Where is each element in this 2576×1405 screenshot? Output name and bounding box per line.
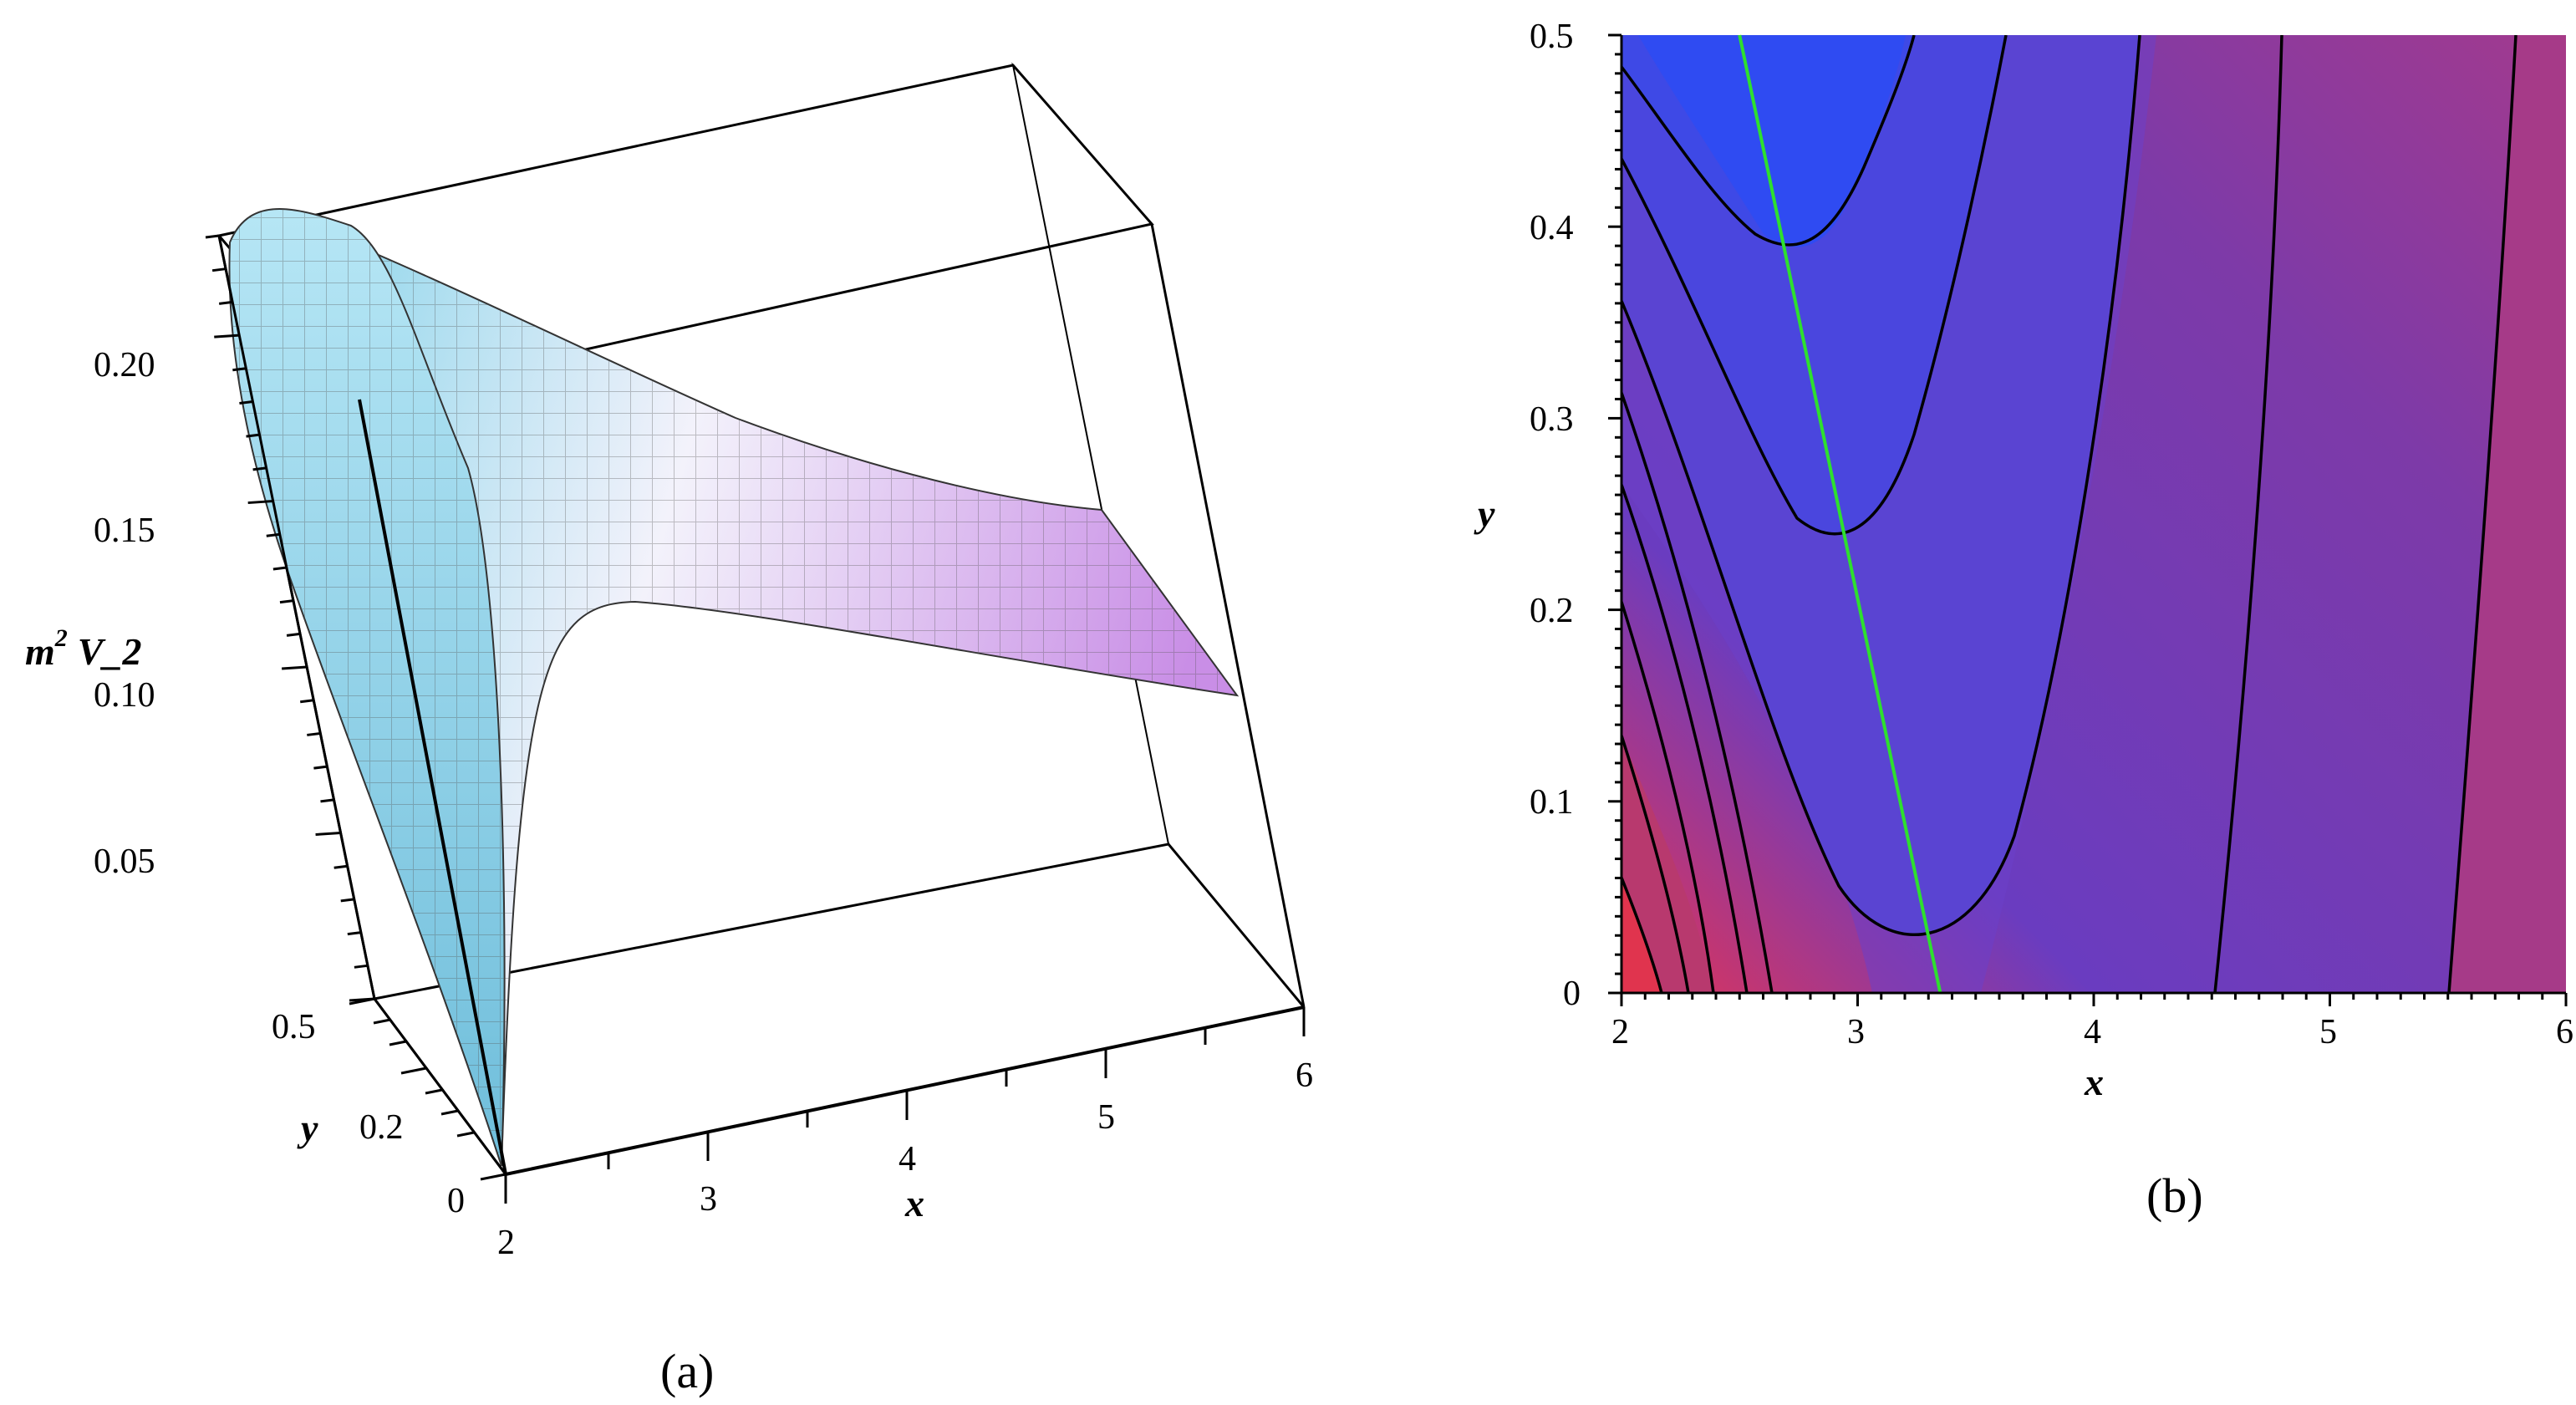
contour-line bbox=[1621, 35, 1916, 247]
z-tick bbox=[282, 665, 308, 670]
x-tick-label: 3 bbox=[700, 1180, 717, 1219]
contour-y-tick-label: 0 bbox=[1563, 975, 1581, 1013]
contour-line bbox=[2447, 35, 2517, 993]
z-tick bbox=[313, 765, 328, 770]
valley-line bbox=[1738, 34, 1942, 994]
z-tick bbox=[247, 500, 273, 505]
caption-a: (a) bbox=[660, 1344, 714, 1398]
z-axis-label: m2 V_2 bbox=[25, 624, 141, 673]
contour-x-axis-label: x bbox=[2084, 1061, 2104, 1103]
contour-line bbox=[1621, 601, 1715, 993]
x-tick-label: 2 bbox=[497, 1224, 515, 1262]
surface-panel: 0.05 0.10 0.15 0.20 m2 V_2 0 0.2 0 bbox=[25, 62, 1313, 1398]
contour-x-tick-label: 2 bbox=[1611, 1013, 1629, 1051]
x-tick-label: 4 bbox=[899, 1140, 916, 1178]
z-tick bbox=[246, 433, 260, 438]
x-axis-3d: 2 3 4 5 6 x bbox=[497, 1005, 1313, 1262]
y-axis-3d: 0 0.2 0.5 y bbox=[272, 997, 507, 1220]
z-tick-label: 0.15 bbox=[94, 512, 155, 550]
contour-x-tick-label: 6 bbox=[2556, 1013, 2573, 1051]
z-tick bbox=[279, 599, 294, 604]
x-tick-label: 6 bbox=[1296, 1056, 1313, 1095]
z-tick-label: 0.20 bbox=[94, 346, 155, 384]
z-tick bbox=[354, 964, 369, 969]
z-tick bbox=[347, 931, 362, 936]
z-tick bbox=[266, 532, 280, 537]
z-tick bbox=[340, 898, 354, 903]
contour-y-tick-label: 0.5 bbox=[1530, 18, 1574, 56]
z-tick bbox=[239, 400, 253, 405]
z-tick bbox=[315, 832, 341, 837]
contour-panel: 0 0.1 0.2 0.3 0.4 0.5 2 3 4 5 6 x y (b) bbox=[1474, 18, 2573, 1223]
z-tick-label: 0.05 bbox=[94, 842, 155, 881]
contour-line bbox=[1621, 35, 2008, 536]
contour-regions bbox=[1621, 35, 2566, 993]
z-tick bbox=[214, 333, 240, 339]
contour-region bbox=[1621, 736, 1713, 993]
contour-y-tick-label: 0.3 bbox=[1530, 400, 1574, 439]
contour-region bbox=[2449, 35, 2566, 993]
contour-x-tick-label: 3 bbox=[1847, 1013, 1865, 1051]
contour-line bbox=[1621, 392, 1774, 993]
surface-mesh bbox=[228, 208, 1240, 1167]
contour-y-tick-label: 0.2 bbox=[1530, 592, 1574, 630]
x-axis-label: x bbox=[904, 1182, 924, 1224]
contour-line bbox=[2213, 35, 2283, 993]
contour-y-axis-label: y bbox=[1474, 492, 1495, 535]
z-tick bbox=[252, 466, 267, 471]
contour-line bbox=[1621, 877, 1663, 993]
z-tick bbox=[320, 798, 334, 803]
contour-x-tick-label: 4 bbox=[2084, 1013, 2101, 1051]
z-tick bbox=[205, 234, 220, 239]
z-tick bbox=[333, 864, 348, 869]
y-tick-label: 0 bbox=[447, 1182, 465, 1220]
contour-y-tick-label: 0.4 bbox=[1530, 209, 1574, 247]
z-tick bbox=[272, 566, 288, 571]
z-axis: 0.05 0.10 0.15 0.20 m2 V_2 bbox=[25, 234, 376, 1002]
contour-ticks bbox=[1608, 33, 2568, 1006]
z-tick bbox=[211, 267, 227, 272]
contour-lines bbox=[1621, 35, 2517, 993]
z-tick bbox=[218, 300, 233, 305]
contour-line bbox=[1621, 35, 2141, 937]
contour-y-tick-label: 0.1 bbox=[1530, 783, 1574, 822]
contour-line bbox=[1621, 484, 1749, 993]
z-tick bbox=[286, 632, 301, 637]
z-tick bbox=[300, 699, 314, 704]
contour-region bbox=[1638, 35, 1906, 247]
z-tick bbox=[307, 731, 321, 736]
contour-line bbox=[1621, 735, 1690, 993]
caption-b: (b) bbox=[2146, 1168, 2203, 1223]
z-tick bbox=[232, 367, 247, 372]
y-tick-label: 0.2 bbox=[359, 1108, 404, 1147]
y-axis-label: y bbox=[297, 1107, 318, 1149]
z-tick-label: 0.10 bbox=[94, 676, 155, 715]
x-tick-label: 5 bbox=[1097, 1098, 1115, 1137]
contour-x-tick-label: 5 bbox=[2319, 1013, 2337, 1051]
y-tick-label: 0.5 bbox=[272, 1008, 316, 1046]
